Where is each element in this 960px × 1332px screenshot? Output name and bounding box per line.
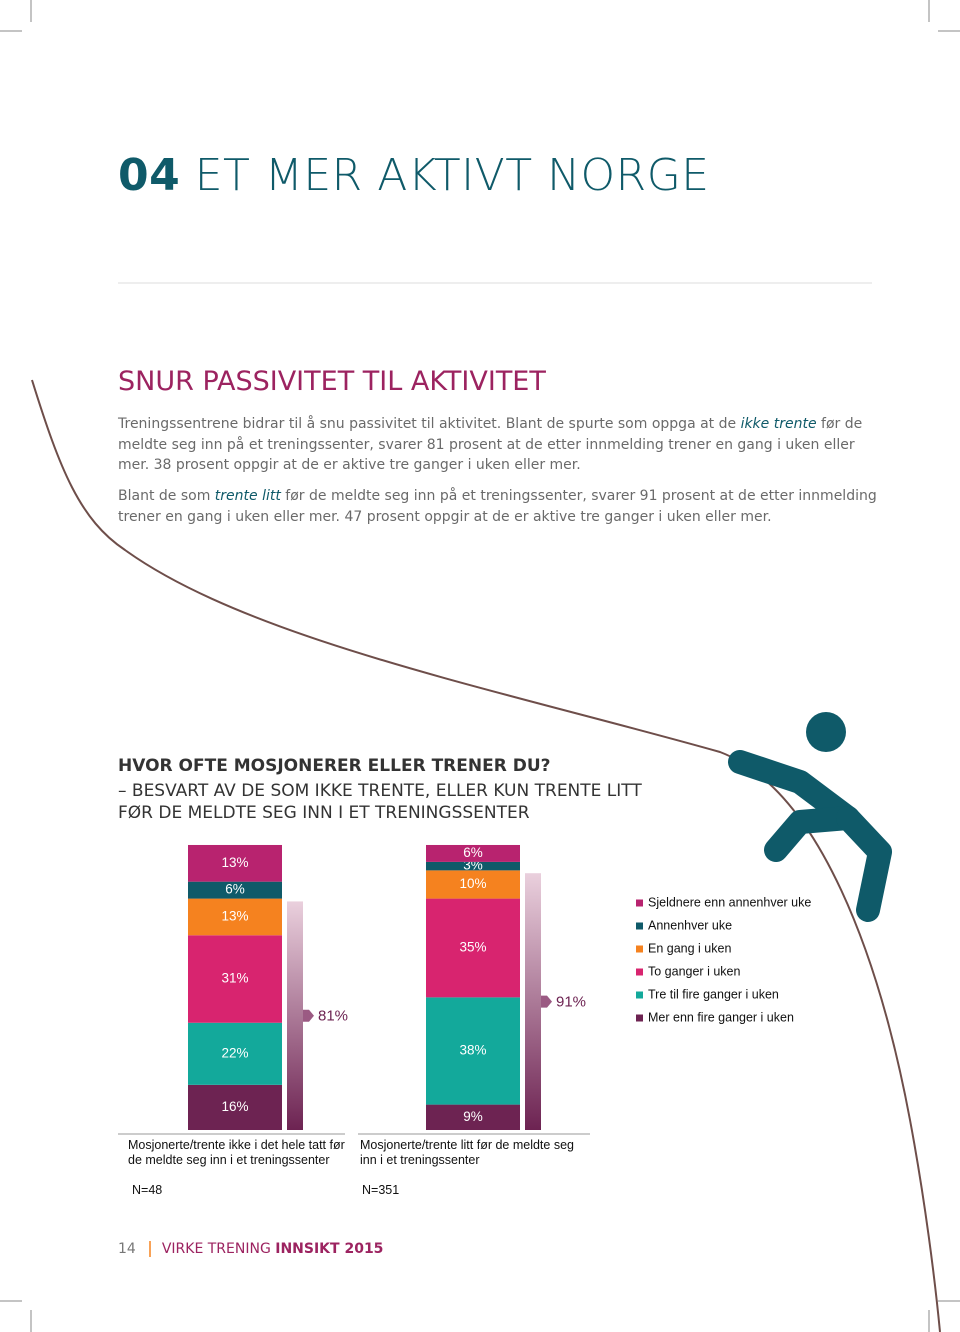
- value-label: 38%: [459, 1043, 486, 1058]
- bar-segment: [426, 844, 520, 862]
- bar-segment: [426, 861, 520, 871]
- legend-swatch: [636, 968, 643, 976]
- bar-segment: [188, 935, 282, 1023]
- sample-size: N=351: [362, 1183, 400, 1197]
- chart-subtitle: – BESVART AV DE SOM IKKE TRENTE, ELLER K…: [118, 781, 642, 823]
- arrow: [303, 1009, 314, 1022]
- climber-icon: [728, 712, 892, 922]
- value-label: 9%: [463, 1109, 483, 1124]
- category-label: Mosjonerte/trente ikke i det hele tatt f…: [128, 1138, 345, 1167]
- arrow: [541, 995, 552, 1008]
- value-label: 16%: [221, 1099, 248, 1114]
- legend-label: To ganger i uken: [648, 964, 740, 978]
- total-label: 91%: [556, 994, 586, 1011]
- bar-segment: [188, 1022, 282, 1085]
- legend-label: En gang i uken: [648, 941, 731, 955]
- bar-segment: [188, 1084, 282, 1130]
- bar-segment: [426, 1104, 520, 1130]
- page-heading: 04 ET MER AKTIVT NORGE: [118, 150, 710, 201]
- value-label: 6%: [225, 882, 245, 897]
- legend-swatch: [636, 899, 643, 907]
- value-label: 13%: [221, 909, 248, 924]
- bar-segment: [188, 881, 282, 899]
- bar-segment: [188, 898, 282, 936]
- value-label: 10%: [459, 876, 486, 891]
- bar-segment: [426, 870, 520, 899]
- bar-segment: [426, 898, 520, 998]
- total-bar: [287, 901, 303, 1130]
- paragraph: Blant de som trente litt før de meldte s…: [118, 488, 877, 525]
- value-label: 35%: [459, 940, 486, 955]
- sample-size: N=48: [132, 1183, 163, 1197]
- footer: 14 VIRKE TRENING INNSIKT 2015: [118, 1241, 384, 1257]
- rope: [31, 379, 941, 1332]
- bar-segment: [426, 997, 520, 1105]
- value-label: 13%: [221, 855, 248, 870]
- section-title: SNUR PASSIVITET TIL AKTIVITET: [118, 366, 546, 397]
- value-label: 31%: [221, 971, 248, 986]
- paragraph: Treningssentrene bidrar til å snu passiv…: [118, 416, 863, 473]
- total-label: 81%: [318, 1008, 348, 1025]
- bar-segment: [188, 844, 282, 882]
- value-label: 22%: [221, 1045, 248, 1060]
- category-label: Mosjonerte/trente litt før de meldte seg…: [360, 1138, 574, 1167]
- legend-label: Mer enn fire ganger i uken: [648, 1010, 794, 1024]
- legend-swatch: [636, 922, 643, 930]
- legend-swatch: [636, 991, 643, 999]
- legend-label: Sjeldnere enn annenhver uke: [648, 895, 811, 909]
- legend-label: Tre til fire ganger i uken: [648, 987, 779, 1001]
- legend-label: Annenhver uke: [648, 918, 732, 932]
- total-bar: [525, 873, 541, 1130]
- chart-title: HVOR OFTE MOSJONERER ELLER TRENER DU?: [118, 756, 551, 776]
- legend-swatch: [636, 945, 643, 953]
- legend-swatch: [636, 1014, 643, 1022]
- value-label: 6%: [463, 845, 483, 860]
